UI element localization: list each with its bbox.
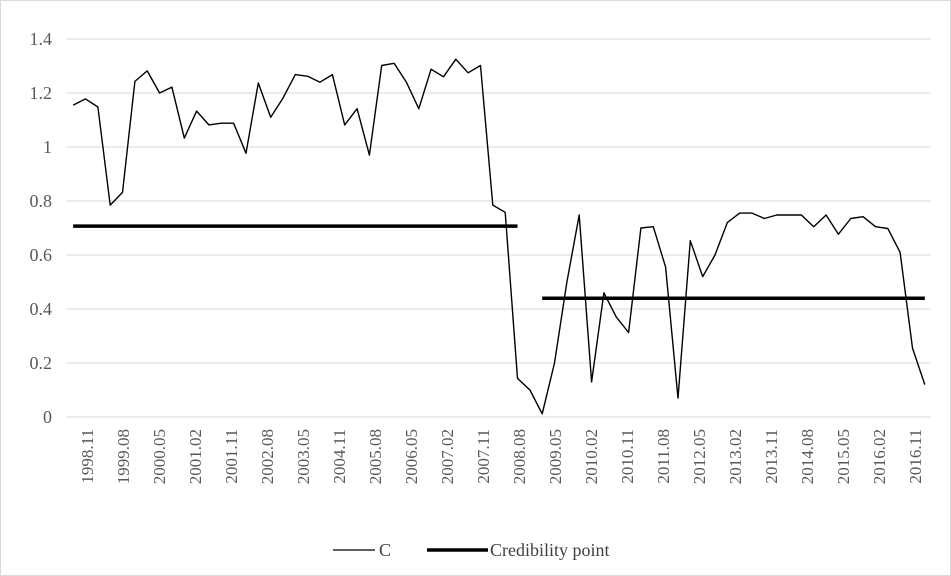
x-tick-label: 2001.02: [186, 429, 205, 484]
series-c-line: [72, 58, 926, 415]
y-tick-label: 0.4: [30, 299, 53, 319]
series-lines: [72, 58, 926, 415]
x-axis-ticks: 1998.11 1999.08 2000.05 2001.02 2001.11 2002.…: [78, 429, 925, 484]
x-tick-label: 2000.05: [150, 429, 169, 484]
x-tick-label: 2001.11: [222, 429, 241, 484]
x-tick-label: 2013.02: [726, 429, 745, 484]
y-tick-label: 1.4: [30, 29, 53, 49]
x-tick-label: 2007.02: [438, 429, 457, 484]
x-tick-label: 2005.08: [366, 429, 385, 484]
x-tick-label: 2003.05: [294, 429, 313, 484]
x-tick-label: 2013.11: [762, 429, 781, 484]
x-tick-label: 2015.05: [834, 429, 853, 484]
x-tick-label: 1998.11: [78, 429, 97, 484]
gridlines: [67, 38, 931, 364]
y-tick-label: 0.6: [30, 245, 53, 265]
x-tick-label: 2012.05: [690, 429, 709, 484]
y-tick-label: 1: [43, 137, 52, 157]
y-axis-ticks: 0 0.2 0.4 0.6 0.8 1 1.2 1.4: [30, 29, 53, 427]
x-tick-label: 2016.02: [870, 429, 889, 484]
x-tick-label: 2011.08: [654, 429, 673, 484]
x-tick-label: 2006.05: [402, 429, 421, 484]
x-tick-label: 2010.11: [618, 429, 637, 484]
x-tick-label: 2008.08: [510, 429, 529, 484]
x-tick-label: 2002.08: [258, 429, 277, 484]
y-tick-label: 1.2: [30, 83, 53, 103]
x-tick-label: 2004.11: [330, 429, 349, 484]
x-tick-label: 1999.08: [114, 429, 133, 484]
y-tick-label: 0.2: [30, 353, 53, 373]
x-tick-label: 2010.02: [582, 429, 601, 484]
legend-label-credibility-point: Credibility point: [490, 540, 610, 560]
x-tick-label: 2016.11: [906, 429, 925, 484]
y-tick-label: 0: [43, 407, 52, 427]
x-tick-label: 2007.11: [474, 429, 493, 484]
x-tick-label: 2014.08: [798, 429, 817, 484]
x-tick-label: 2009.05: [546, 429, 565, 484]
legend: C Credibility point: [333, 540, 610, 560]
y-tick-label: 0.8: [30, 191, 53, 211]
legend-label-c: C: [379, 540, 391, 560]
